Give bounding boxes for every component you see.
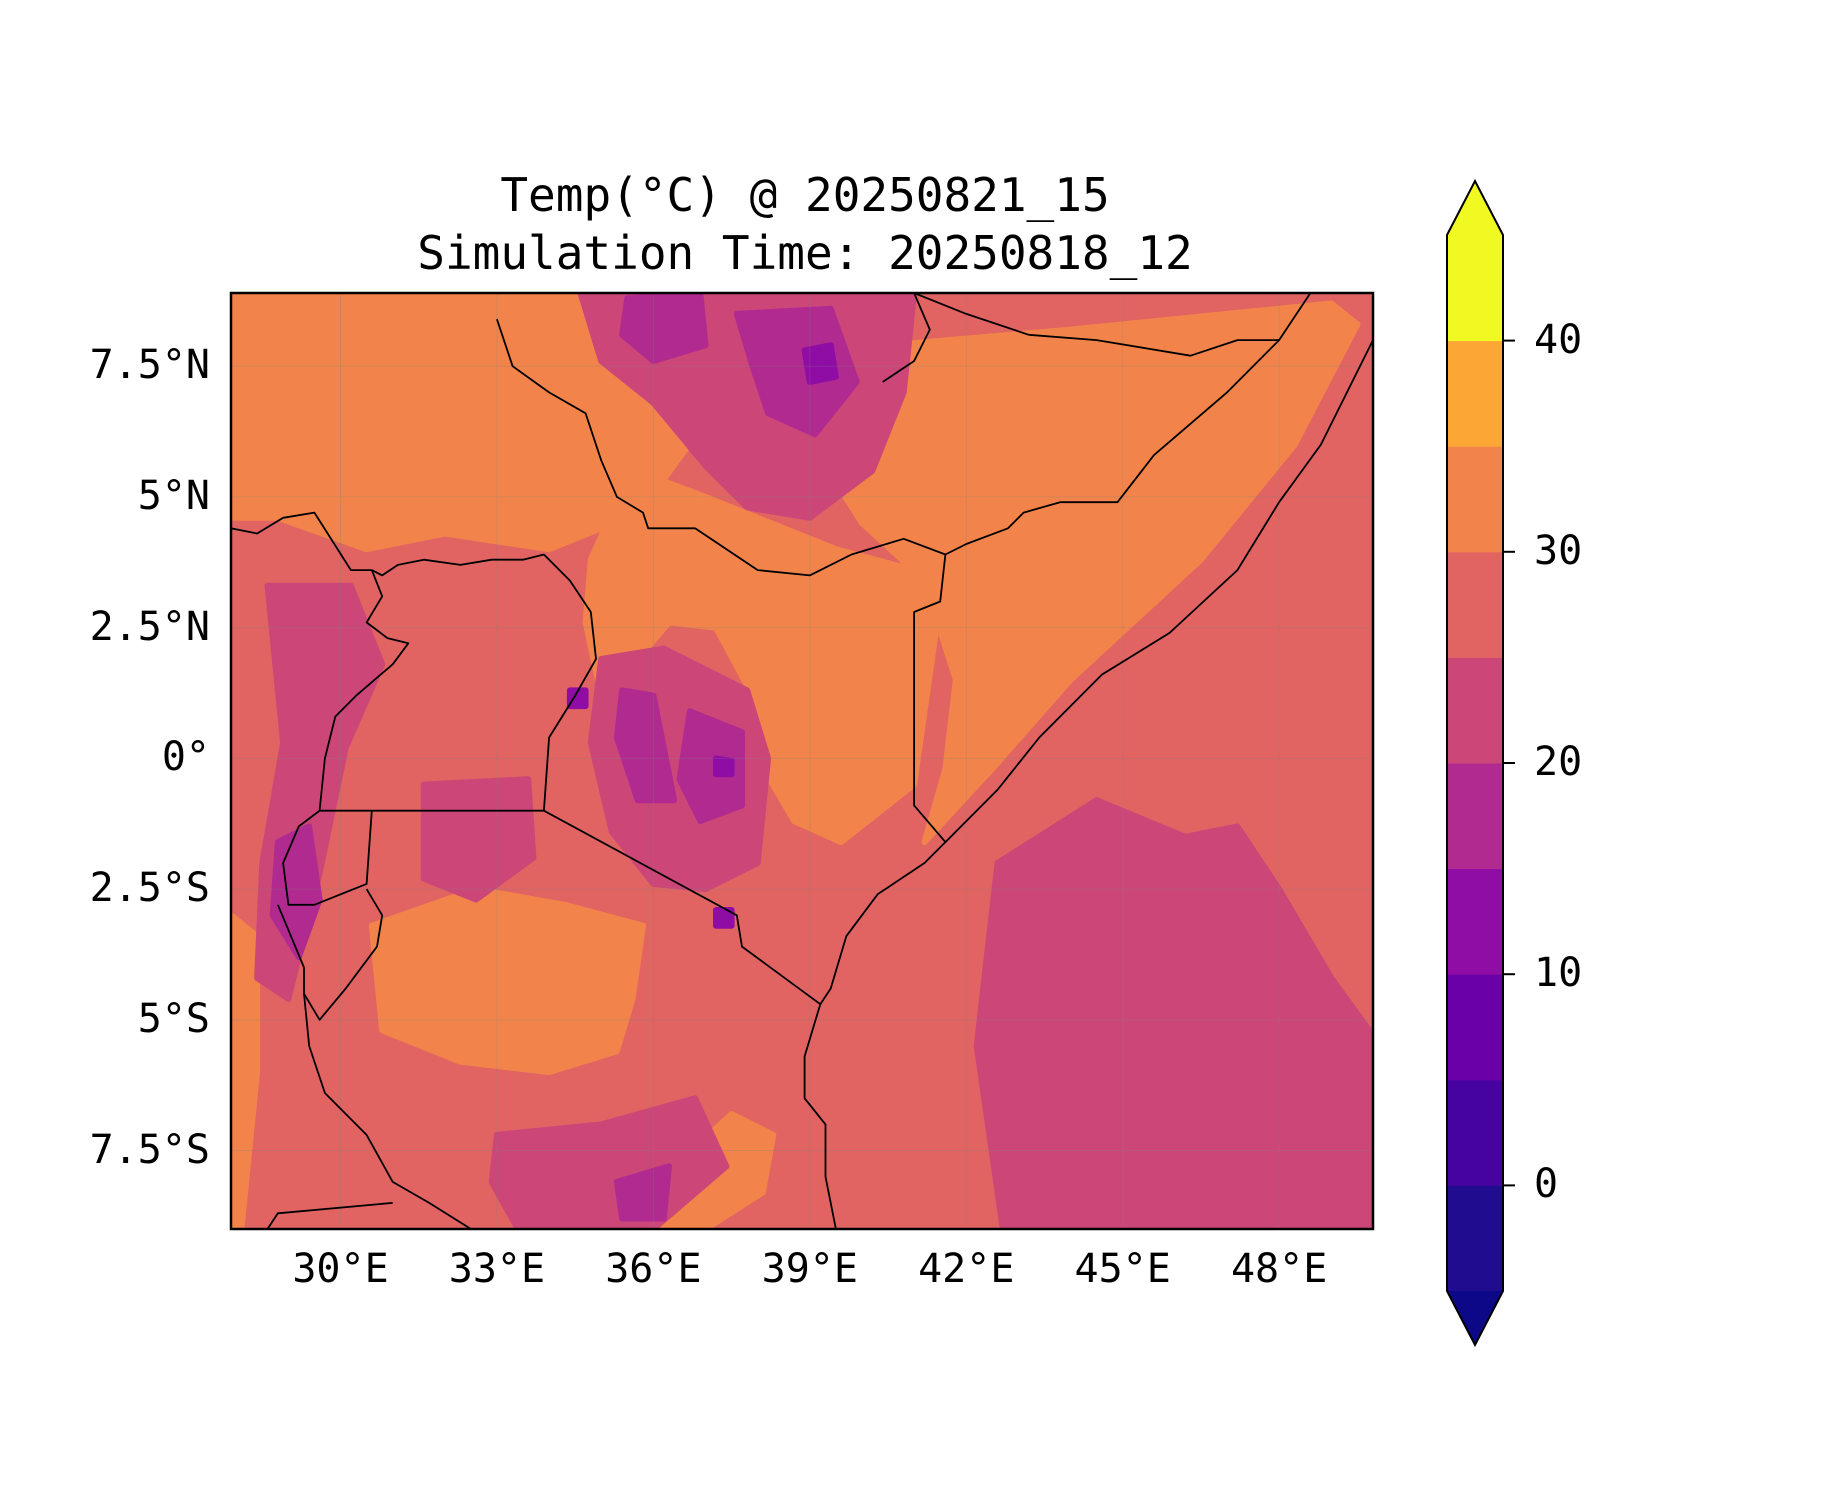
country-border (266, 1202, 393, 1229)
temperature-region-ethiopia-coldest (801, 342, 839, 385)
country-border (282, 809, 373, 906)
x-tick-label: 48°E (1230, 1246, 1328, 1292)
x-tick-label: 30°E (292, 1246, 389, 1292)
y-tick-label: 2.5°N (89, 603, 210, 650)
x-tick-label: 39°E (761, 1246, 858, 1292)
x-tick-label: 42°E (918, 1246, 1015, 1292)
country-border (496, 318, 946, 577)
country-border (803, 841, 947, 1229)
temperature-region-tanzania-western-plateau (368, 886, 646, 1076)
colorbar-tick-label: 30 (1534, 527, 1583, 574)
temperature-region-mount-elgon (566, 687, 589, 710)
y-tick-label: 7.5°S (89, 1126, 210, 1173)
colorbar-extend-max (1447, 181, 1503, 235)
temperature-region-somalia-inland (822, 300, 1361, 846)
country-border (318, 569, 410, 811)
country-border (231, 511, 545, 577)
colorbar-segment (1447, 763, 1503, 870)
country-border (809, 293, 1312, 357)
country-border (543, 553, 597, 811)
country-border (543, 809, 821, 1005)
country-border (944, 339, 1280, 556)
colorbar-segment (1447, 1185, 1503, 1292)
country-border (944, 339, 1373, 843)
colorbar-outline (1446, 178, 1504, 1348)
chart-subtitle: Simulation Time: 20250818_12 (417, 226, 1193, 280)
temperature-region-ethiopia-cold-core-1 (733, 305, 860, 438)
colorbar-segment (1447, 657, 1503, 764)
colorbar-extend-min (1447, 1291, 1503, 1345)
y-tick-label: 5°S (137, 995, 210, 1042)
country-border (882, 293, 931, 383)
colorbar-segment (1447, 235, 1503, 342)
y-tick-label: 2.5°S (89, 865, 210, 912)
temperature-region-mount-kenya (713, 755, 735, 778)
colorbar-segment (1447, 446, 1503, 553)
temperature-region-south-tanzania-cold (613, 1163, 672, 1222)
country-border (913, 554, 947, 843)
temperature-region-congo-west-edge (231, 912, 261, 1229)
chart-title: Temp(°C) @ 20250821_15 (500, 168, 1110, 222)
y-tick-label: 5°N (137, 472, 210, 519)
map-frame (229, 291, 1375, 1231)
y-tick-label: 0° (161, 734, 210, 781)
colorbar-segment (1447, 1079, 1503, 1186)
y-tick-label: 7.5°N (89, 342, 210, 389)
colorbar-segment (1447, 974, 1503, 1081)
country-border (303, 993, 472, 1229)
colorbar-tick-label: 10 (1534, 950, 1583, 997)
x-tick-label: 33°E (448, 1246, 546, 1292)
temperature-region-kenya-highlands-cold-2 (613, 687, 678, 804)
colorbar-tick-label: 20 (1534, 739, 1583, 785)
x-tick-label: 36°E (605, 1246, 702, 1292)
x-tick-label: 45°E (1074, 1246, 1171, 1292)
colorbar-segment (1447, 868, 1503, 975)
temperature-region-lake-victoria-south (420, 776, 537, 903)
temperature-region-indian-ocean-cool (973, 797, 1373, 1229)
temperature-region-kilimanjaro (713, 907, 735, 929)
colorbar-tick-label: 0 (1534, 1161, 1559, 1208)
colorbar-tick-label: 40 (1534, 316, 1583, 363)
colorbar-segment (1447, 340, 1503, 447)
temperature-region-kenya-highlands-cold-1 (676, 708, 745, 825)
country-border (277, 888, 384, 1021)
colorbar-segment (1447, 551, 1503, 658)
